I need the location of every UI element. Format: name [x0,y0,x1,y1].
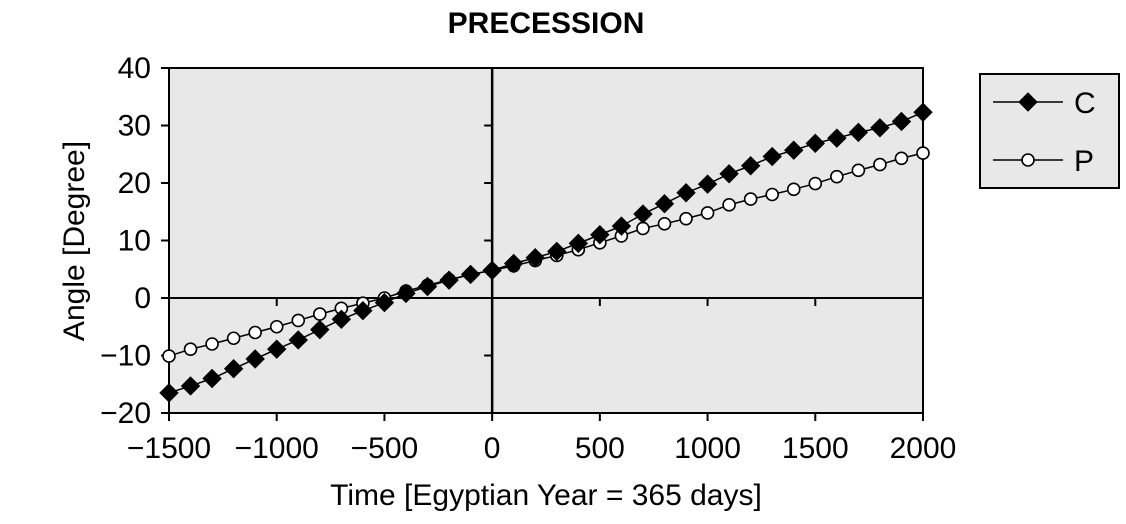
data-point-C [223,359,244,379]
data-point-C [891,111,912,132]
data-point-P [851,163,866,178]
data-point-P [636,221,650,236]
chart-title: PRECESSION [448,7,645,40]
data-point-P [205,337,219,351]
data-point-C [417,276,438,297]
data-point-C [784,140,804,160]
data-point-C [202,368,222,389]
x-tick-label: 1500 [782,432,849,465]
data-point-C [310,319,330,340]
data-point-P [830,169,844,184]
data-point-C [590,225,610,245]
x-tick-label: −500 [351,432,419,465]
data-point-C [374,292,395,313]
y-tick-label: −10 [100,340,151,373]
data-point-C [870,118,890,138]
data-point-C [439,270,459,290]
y-tick-label: 20 [118,167,151,200]
x-tick-label: −1500 [127,432,211,465]
data-point-C [827,128,847,148]
data-point-C [331,309,352,329]
y-tick-label: 30 [118,110,151,143]
data-point-P [808,176,823,191]
data-point-P [226,331,241,346]
data-point-C [482,260,502,281]
x-tick-label: 0 [484,432,501,465]
data-point-C [676,183,696,203]
series-C [159,102,933,403]
data-point-P [162,349,176,363]
data-point-P [916,146,930,160]
data-point-P [248,325,262,340]
y-tick-label: −20 [100,397,151,430]
data-point-C [719,164,739,184]
data-point-C [396,283,416,304]
data-point-P [894,151,909,166]
data-point-P [657,217,672,231]
data-point-P [700,206,715,220]
data-point-C [568,233,589,254]
legend: CP [979,73,1120,189]
data-point-P [291,313,306,328]
data-point-C [245,349,265,369]
data-point-C [353,300,373,321]
data-point-P [269,319,284,334]
data-point-P [312,307,327,321]
legend-item-P: P [993,145,1094,178]
data-point-C [848,122,869,143]
data-point-C [288,330,308,350]
legend-box [979,73,1120,189]
x-tick-label: 2000 [890,432,957,465]
data-point-C [180,376,201,396]
x-axis-label: Time [Egyptian Year = 365 days] [330,479,762,512]
data-point-C [267,339,287,359]
data-point-P [679,211,693,226]
tick-labels: −20 −10 0 10 20 30 40 −1500 −1000 −500 0 500 1000 150… [100,52,956,465]
data-point-C [654,193,675,214]
data-point-C [159,383,179,403]
legend-label: P [1074,145,1094,178]
data-point-C [697,174,718,194]
series-layer [159,102,933,403]
data-point-C [611,216,632,236]
legend-label: C [1074,87,1096,120]
data-point-C [525,248,545,268]
legend-marker [1018,92,1038,112]
y-tick-label: 0 [134,282,151,315]
data-point-P [743,192,758,206]
data-point-C [633,204,653,224]
legend-item-C: C [993,87,1096,120]
y-tick-label: 40 [118,52,151,85]
legend-marker [1021,153,1035,167]
data-point-C [805,133,825,154]
data-point-P [183,342,198,356]
data-point-C [740,156,761,176]
y-tick-label: 10 [118,225,151,258]
data-point-P [873,157,887,172]
x-tick-label: 500 [575,432,625,465]
x-tick-label: −1000 [235,432,319,465]
data-point-C [762,146,782,167]
data-point-P [722,198,736,212]
plot-area [168,67,924,414]
data-point-C [503,253,524,274]
y-axis-label: Angle [Degree] [58,141,91,341]
data-point-C [460,264,481,285]
data-point-C [913,102,933,122]
data-point-P [765,187,780,202]
data-point-C [547,241,567,262]
data-point-P [786,182,801,197]
x-tick-label: 1000 [674,432,741,465]
